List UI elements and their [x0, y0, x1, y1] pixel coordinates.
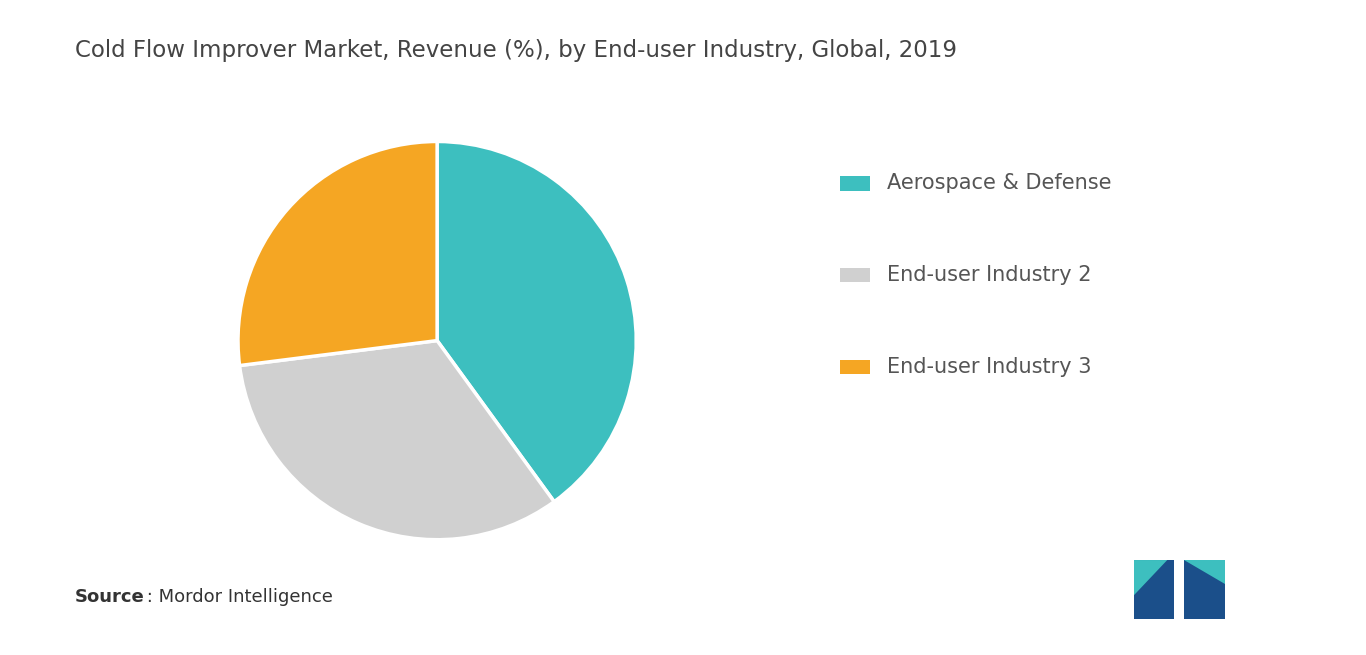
Text: Cold Flow Improver Market, Revenue (%), by End-user Industry, Global, 2019: Cold Flow Improver Market, Revenue (%), …: [75, 39, 958, 62]
Text: : Mordor Intelligence: : Mordor Intelligence: [141, 588, 332, 606]
Polygon shape: [1183, 560, 1224, 584]
Polygon shape: [1134, 560, 1173, 619]
Wedge shape: [437, 141, 637, 502]
Text: End-user Industry 3: End-user Industry 3: [887, 357, 1091, 377]
Polygon shape: [1134, 560, 1167, 595]
Polygon shape: [1183, 560, 1224, 619]
Wedge shape: [238, 141, 437, 365]
Text: Aerospace & Defense: Aerospace & Defense: [887, 174, 1111, 193]
Wedge shape: [239, 341, 555, 540]
Text: Source: Source: [75, 588, 145, 606]
Text: End-user Industry 2: End-user Industry 2: [887, 265, 1091, 285]
